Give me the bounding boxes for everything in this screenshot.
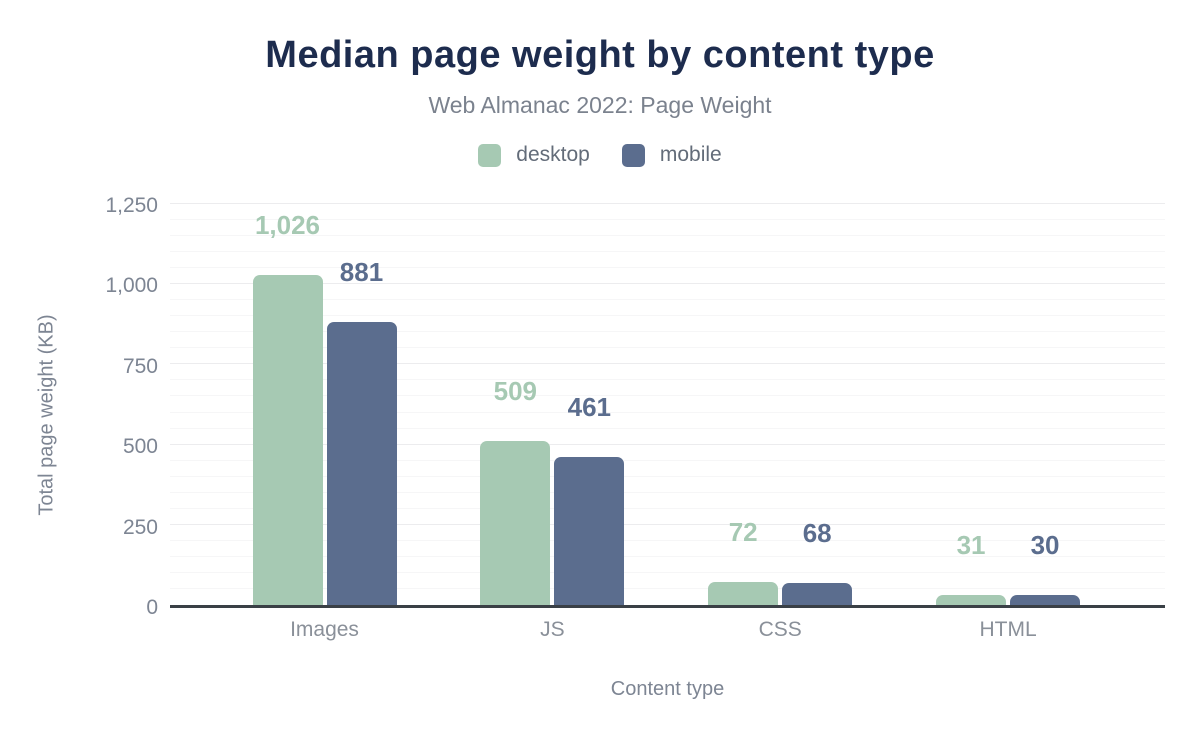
bar-mobile-js (554, 456, 625, 605)
gridline-minor (170, 347, 1165, 349)
x-category-label-js: JS (540, 618, 565, 641)
gridline-major (170, 202, 1165, 204)
x-category-label-images: Images (290, 618, 359, 641)
gridline-minor (170, 379, 1165, 381)
gridline-minor (170, 427, 1165, 429)
gridline-minor (170, 315, 1165, 317)
gridline-minor (170, 588, 1165, 590)
gridline-minor (170, 491, 1165, 493)
gridline-minor (170, 266, 1165, 268)
plot-area: 1,026 881 509 461 72 68 31 30 (170, 202, 1165, 608)
value-label-mobile-images: 881 (339, 256, 384, 287)
legend-label-mobile: mobile (659, 143, 722, 166)
y-tick-label: 1,000 (105, 274, 158, 298)
gridline-minor (170, 331, 1165, 333)
legend: desktop mobile (0, 143, 1200, 167)
gridline-minor (170, 556, 1165, 558)
gridline-minor (170, 459, 1165, 461)
gridline-major (170, 282, 1165, 284)
legend-item-mobile: mobile (621, 143, 722, 167)
y-tick-label: 1,250 (105, 194, 158, 217)
y-tick-label: 750 (122, 354, 158, 378)
bar-desktop-images (252, 275, 323, 605)
bar-desktop-html (936, 595, 1007, 605)
gridline-minor (170, 250, 1165, 252)
value-label-mobile-css: 68 (802, 518, 832, 549)
gridline-minor (170, 298, 1165, 300)
y-tick-label: 500 (122, 435, 158, 459)
gridline-minor (170, 411, 1165, 413)
value-label-mobile-html: 30 (1030, 530, 1060, 561)
bar-desktop-css (708, 581, 779, 605)
gridline-major (170, 443, 1165, 445)
bar-desktop-js (480, 441, 551, 605)
legend-label-desktop: desktop (516, 143, 590, 166)
value-label-desktop-js: 509 (493, 376, 538, 407)
legend-item-desktop: desktop (478, 143, 590, 167)
y-tick-label: 0 (146, 596, 158, 619)
y-axis-title: Total page weight (KB) (35, 314, 58, 516)
bar-mobile-css (782, 583, 853, 605)
value-label-desktop-css: 72 (728, 516, 758, 547)
gridline-minor (170, 508, 1165, 510)
value-label-desktop-html: 31 (956, 530, 986, 561)
legend-swatch-desktop (478, 143, 502, 167)
value-label-mobile-js: 461 (567, 391, 612, 422)
gridline-minor (170, 572, 1165, 574)
legend-swatch-mobile (621, 143, 645, 167)
bar-mobile-images (326, 321, 397, 605)
x-axis-title: Content type (610, 678, 725, 700)
x-category-label-css: CSS (758, 618, 802, 641)
chart-subtitle: Web Almanac 2022: Page Weight (428, 92, 772, 118)
gridline-minor (170, 475, 1165, 477)
gridline-major (170, 524, 1165, 526)
value-label-desktop-images: 1,026 (254, 210, 321, 241)
x-category-label-html: HTML (979, 618, 1037, 641)
gridline-major (170, 363, 1165, 365)
bar-mobile-html (1010, 595, 1081, 605)
gridline-minor (170, 395, 1165, 397)
y-tick-label: 250 (122, 515, 158, 539)
gridline-minor (170, 234, 1165, 236)
gridline-minor (170, 540, 1165, 542)
gridline-minor (170, 218, 1165, 220)
chart-title: Median page weight by content type (265, 34, 935, 76)
